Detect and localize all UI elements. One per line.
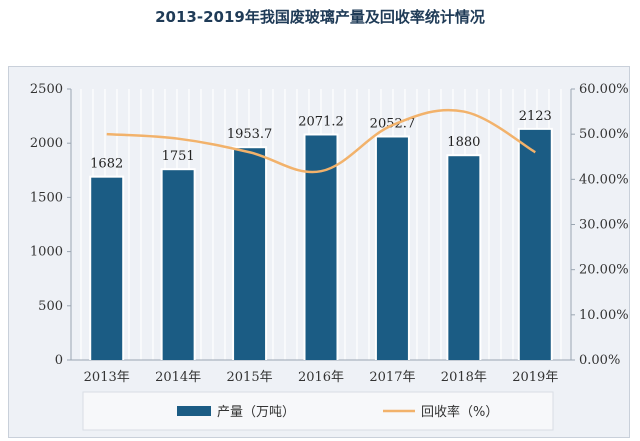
bar-data-label: 2123 — [519, 109, 552, 124]
x-tick-label: 2018年 — [441, 370, 487, 385]
y-right-tick-label: 10.00% — [579, 308, 629, 323]
bar-data-label: 1751 — [162, 149, 195, 164]
legend-label-line: 回收率（%） — [421, 404, 498, 420]
bar-data-label: 2071.2 — [298, 114, 344, 129]
y-right-tick-label: 40.00% — [579, 172, 629, 187]
bar-data-label: 1953.7 — [227, 127, 273, 142]
y-right-tick-label: 20.00% — [579, 263, 629, 278]
bar — [376, 137, 408, 360]
ticks-layer: 0 500 1000 1500 2000 2500 0.00% 10.00% 20.00% 30.… — [30, 82, 629, 385]
page-title: 2013-2019年我国废玻璃产量及回收率统计情况 — [155, 8, 485, 26]
legend-box — [82, 391, 554, 431]
x-tick-label: 2017年 — [369, 370, 415, 385]
bar — [162, 170, 194, 360]
bar — [234, 148, 266, 360]
legend-layer: 产量（万吨） 回收率（%） — [82, 391, 554, 431]
x-tick-label: 2014年 — [155, 370, 201, 385]
y-left-tick-label: 0 — [55, 353, 63, 368]
y-left-tick-label: 1500 — [30, 190, 63, 205]
y-right-tick-label: 60.00% — [579, 82, 629, 97]
y-left-tick-label: 2500 — [30, 82, 63, 97]
bar-data-label: 1682 — [90, 157, 123, 172]
y-right-tick-label: 30.00% — [579, 218, 629, 233]
bar — [519, 129, 551, 360]
y-left-tick-label: 2000 — [30, 136, 63, 151]
y-right-tick-label: 0.00% — [579, 353, 620, 368]
y-right-tick-label: 50.00% — [579, 127, 629, 142]
line-layer — [106, 108, 536, 174]
bar — [448, 156, 480, 360]
legend-swatch-bar — [177, 406, 211, 416]
bars-layer — [89, 127, 553, 361]
x-tick-label: 2015年 — [227, 370, 273, 385]
x-tick-label: 2016年 — [298, 370, 344, 385]
x-tick-label: 2013年 — [84, 370, 130, 385]
legend-label-bar: 产量（万吨） — [217, 405, 295, 420]
chart-frame: 1682 1751 1953.7 2071.2 2052.7 1880 2123 0 500 1… — [8, 66, 630, 438]
y-left-tick-label: 500 — [38, 299, 63, 314]
bar — [305, 135, 337, 360]
bar-data-label: 1880 — [447, 135, 480, 150]
x-tick-label: 2019年 — [512, 370, 558, 385]
bar — [91, 177, 123, 360]
y-left-tick-label: 1000 — [30, 245, 63, 260]
